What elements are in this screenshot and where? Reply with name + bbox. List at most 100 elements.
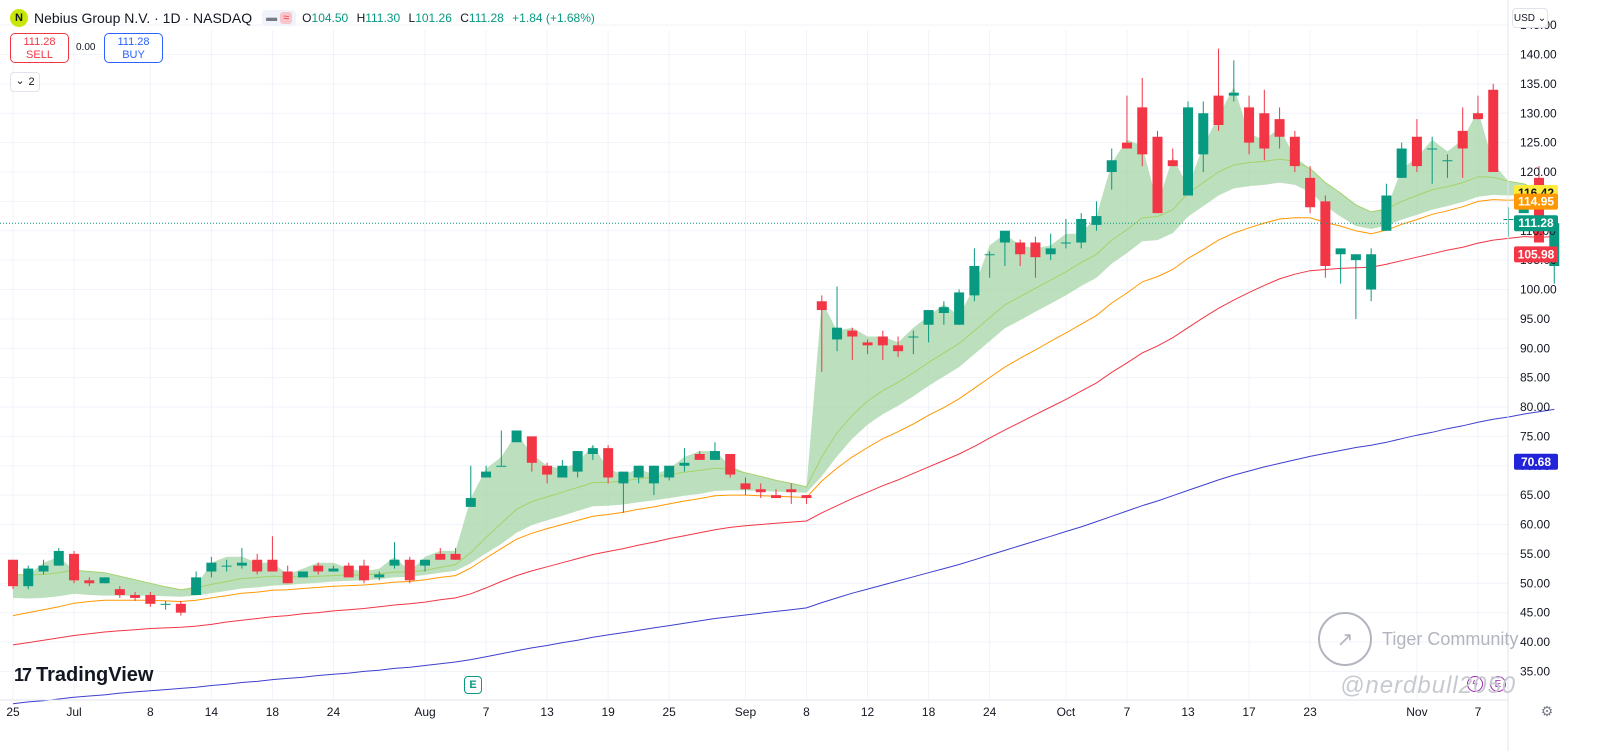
y-tick-label: 55.00 bbox=[1520, 547, 1550, 561]
candle-body bbox=[1213, 95, 1224, 125]
candle-body bbox=[130, 595, 141, 598]
chevron-down-icon: ⌄ bbox=[15, 74, 25, 87]
candle-body bbox=[1015, 242, 1026, 255]
x-tick-label: 18 bbox=[922, 705, 936, 719]
candle-body bbox=[877, 336, 888, 346]
candle-body bbox=[755, 489, 766, 493]
x-tick-label: Nov bbox=[1406, 705, 1427, 719]
candle-body bbox=[297, 571, 308, 578]
y-tick-label: 40.00 bbox=[1520, 635, 1550, 649]
candle-body bbox=[114, 589, 125, 595]
price-change: +1.84 (+1.68%) bbox=[512, 11, 595, 25]
candle-body bbox=[908, 336, 919, 338]
compare-icon: ≈ bbox=[280, 12, 293, 24]
candle-body bbox=[1045, 248, 1056, 255]
symbol-title[interactable]: Nebius Group N.V. · 1D · NASDAQ bbox=[34, 10, 253, 26]
earnings-event-icon-2[interactable]: E bbox=[1490, 676, 1506, 692]
candle-body bbox=[771, 495, 781, 499]
y-tick-label: 135.00 bbox=[1520, 77, 1557, 91]
candle-body bbox=[175, 603, 186, 613]
candle-body bbox=[984, 254, 995, 256]
lightning-event-icon[interactable]: ϟ bbox=[1467, 676, 1483, 692]
candle-body bbox=[893, 345, 904, 352]
candle-body bbox=[8, 559, 18, 587]
candle-body bbox=[1289, 136, 1300, 167]
candle-body bbox=[282, 571, 293, 584]
candle-body bbox=[1183, 107, 1194, 196]
candle-body bbox=[557, 465, 568, 478]
candle-body bbox=[1381, 195, 1392, 231]
indicators-toggle-button[interactable]: ⌄ 2 bbox=[10, 72, 40, 92]
candle-body bbox=[1320, 201, 1331, 266]
candle-body bbox=[206, 562, 217, 572]
chart-style-pill[interactable]: ▬ ≈ bbox=[262, 10, 297, 26]
candle-body bbox=[267, 559, 278, 572]
candle-body bbox=[587, 448, 598, 454]
ema-ribbon bbox=[13, 86, 1555, 599]
candle-body bbox=[1244, 107, 1255, 143]
candle-body bbox=[954, 292, 965, 325]
x-tick-label: Sep bbox=[735, 705, 757, 719]
candle-body bbox=[1457, 130, 1468, 149]
author-handle: @nerdbull2050 bbox=[1340, 672, 1517, 699]
settings-gear-icon[interactable]: ⚙ bbox=[1540, 702, 1554, 719]
x-tick-label: 13 bbox=[1181, 705, 1195, 719]
candle-body bbox=[1366, 254, 1377, 290]
candle-body bbox=[1106, 160, 1117, 172]
currency-selector[interactable]: USD ⌄ bbox=[1512, 8, 1548, 28]
buy-button[interactable]: 111.28 BUY bbox=[104, 33, 163, 63]
earnings-event-icon[interactable]: E bbox=[464, 676, 482, 694]
candle-body bbox=[786, 489, 797, 493]
price-label-bg bbox=[1514, 215, 1558, 232]
candle-body bbox=[465, 498, 476, 507]
candle-body bbox=[1488, 89, 1499, 172]
indicator-line-1 bbox=[12, 199, 1555, 617]
candle-body bbox=[1549, 223, 1560, 266]
candle-body bbox=[69, 553, 80, 581]
candle-body bbox=[1350, 254, 1361, 261]
candle-body bbox=[816, 301, 827, 311]
candle-body bbox=[1137, 107, 1148, 155]
candle-body bbox=[1121, 142, 1132, 149]
x-tick-label: 23 bbox=[1303, 705, 1317, 719]
candle-body bbox=[1305, 177, 1316, 208]
candle-body bbox=[603, 448, 614, 478]
y-tick-label: 85.00 bbox=[1520, 371, 1550, 385]
candle-body bbox=[435, 553, 446, 560]
sell-button[interactable]: 111.28 SELL bbox=[10, 33, 69, 63]
x-tick-label: 25 bbox=[6, 705, 20, 719]
candle-body bbox=[252, 559, 263, 572]
candle-body bbox=[648, 465, 659, 484]
candle-body bbox=[53, 550, 64, 566]
price-label-bg bbox=[1514, 453, 1558, 470]
candle-body bbox=[450, 553, 461, 560]
y-tick-label: 75.00 bbox=[1520, 429, 1550, 443]
indicator-line-2 bbox=[12, 236, 1555, 646]
y-tick-label: 90.00 bbox=[1520, 341, 1550, 355]
candle-body bbox=[1091, 216, 1102, 225]
candle-body bbox=[725, 454, 736, 475]
candle-body bbox=[1335, 248, 1346, 255]
chart-header: N Nebius Group N.V. · 1D · NASDAQ ▬ ≈ O1… bbox=[10, 6, 595, 30]
candlesticks bbox=[8, 48, 1560, 616]
candle-body bbox=[1411, 136, 1422, 167]
x-tick-label: 24 bbox=[983, 705, 997, 719]
x-tick-label: 14 bbox=[205, 705, 219, 719]
y-tick-label: 35.00 bbox=[1520, 664, 1550, 678]
chart-grid bbox=[0, 24, 1508, 700]
candle-body bbox=[832, 327, 843, 340]
price-label: 105.98 bbox=[1518, 247, 1555, 261]
candle-body bbox=[1259, 113, 1270, 149]
tradingview-logo[interactable]: 17 TradingView bbox=[14, 664, 154, 686]
price-label: 111.28 bbox=[1518, 216, 1554, 230]
candle-body bbox=[618, 471, 629, 484]
candle-body bbox=[389, 559, 400, 566]
candle-body bbox=[969, 266, 980, 296]
candle-body bbox=[1472, 113, 1483, 120]
price-label: 114.95 bbox=[1518, 195, 1554, 209]
y-tick-label: 140.00 bbox=[1520, 48, 1557, 62]
nebius-logo-icon: N bbox=[10, 9, 28, 27]
candle-body bbox=[1167, 160, 1178, 167]
price-label-bg bbox=[1514, 193, 1558, 210]
